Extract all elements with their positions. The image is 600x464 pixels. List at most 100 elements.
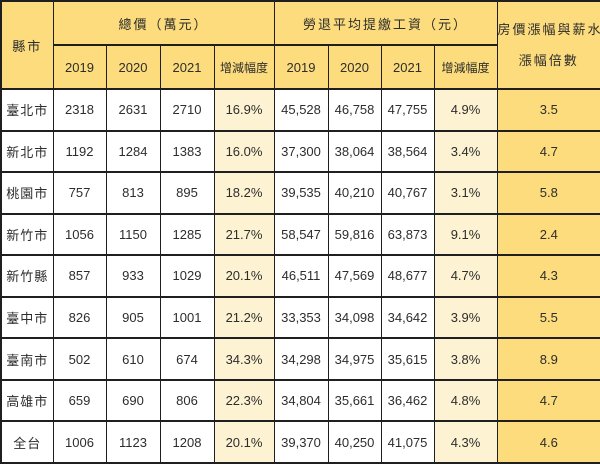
wage-2020-cell: 35,661 — [327, 378, 382, 423]
price-2021-cell: 1029 — [159, 254, 215, 298]
county-cell: 新北市 — [0, 129, 54, 174]
wage-2021-cell: 48,677 — [380, 254, 435, 298]
price-2021-cell: 1001 — [159, 295, 215, 340]
header-year-row: 2019 2020 2021 增減幅度 2019 2020 2021 增減幅度 — [1, 44, 600, 90]
table-row: 臺中市 826 905 1001 21.2% 33,353 34,098 34,… — [0, 295, 600, 340]
wage-change-cell: 3.8% — [433, 337, 498, 381]
wage-2020-cell: 40,210 — [327, 171, 382, 215]
price-2019-cell: 757 — [52, 171, 107, 215]
wage-2021-cell: 47,755 — [380, 88, 435, 132]
price-2021-cell: 1383 — [159, 129, 215, 174]
wage-change-cell: 3.1% — [433, 171, 498, 215]
price-2021-cell: 1208 — [159, 420, 215, 464]
wage-2020-cell: 34,975 — [327, 337, 382, 381]
multiple-group-header: 房價漲幅與薪水 漲幅倍數 — [496, 0, 600, 90]
price-2020-cell: 933 — [105, 254, 161, 298]
price-change-cell: 21.2% — [213, 295, 275, 340]
price-2021-cell: 674 — [159, 337, 215, 381]
wage-year-2019-header: 2019 — [273, 44, 329, 90]
wage-2021-cell: 40,767 — [380, 171, 435, 215]
price-2020-cell: 1284 — [105, 129, 161, 174]
price-change-cell: 16.9% — [213, 88, 275, 132]
wage-2019-cell: 46,511 — [273, 254, 329, 298]
table-row: 新竹縣 857 933 1029 20.1% 46,511 47,569 48,… — [0, 254, 600, 298]
county-cell: 桃園市 — [0, 171, 54, 215]
wage-year-2020-header: 2020 — [327, 44, 382, 90]
wage-2020-cell: 59,816 — [327, 212, 382, 257]
multiple-cell: 5.5 — [496, 295, 600, 340]
county-cell: 臺中市 — [0, 295, 54, 340]
price-change-cell: 34.3% — [213, 337, 275, 381]
wage-group-header: 勞退平均提繳工資（元） — [273, 0, 498, 46]
wage-2019-cell: 33,353 — [273, 295, 329, 340]
price-2019-cell: 857 — [52, 254, 107, 298]
price-2019-cell: 659 — [52, 378, 107, 423]
table-row: 全台 1006 1123 1208 20.1% 39,370 40,250 41… — [0, 420, 600, 464]
wage-2021-cell: 41,075 — [380, 420, 435, 464]
wage-2019-cell: 45,528 — [273, 88, 329, 132]
wage-2020-cell: 46,758 — [327, 88, 382, 132]
multiple-cell: 4.6 — [496, 420, 600, 464]
wage-2019-cell: 39,535 — [273, 171, 329, 215]
wage-2021-cell: 63,873 — [380, 212, 435, 257]
price-2020-cell: 690 — [105, 378, 161, 423]
wage-change-header: 增減幅度 — [433, 44, 498, 90]
table-row: 臺北市 2318 2631 2710 16.9% 45,528 46,758 4… — [0, 88, 600, 132]
county-cell: 臺南市 — [0, 337, 54, 381]
wage-2019-cell: 34,804 — [273, 378, 329, 423]
wage-2020-cell: 38,064 — [327, 129, 382, 174]
price-2019-cell: 826 — [52, 295, 107, 340]
county-cell: 全台 — [0, 420, 54, 464]
price-year-2020-header: 2020 — [105, 44, 161, 90]
table-row: 新北市 1192 1284 1383 16.0% 37,300 38,064 3… — [0, 129, 600, 174]
price-2021-cell: 1285 — [159, 212, 215, 257]
wage-change-cell: 4.7% — [433, 254, 498, 298]
multiple-cell: 2.4 — [496, 212, 600, 257]
wage-2020-cell: 40,250 — [327, 420, 382, 464]
multiple-cell: 4.3 — [496, 254, 600, 298]
county-cell: 新竹縣 — [0, 254, 54, 298]
table-body: 臺北市 2318 2631 2710 16.9% 45,528 46,758 4… — [0, 88, 600, 464]
county-cell: 高雄市 — [0, 378, 54, 423]
wage-year-2021-header: 2021 — [380, 44, 435, 90]
multiple-cell: 5.8 — [496, 171, 600, 215]
price-2019-cell: 1006 — [52, 420, 107, 464]
county-cell: 臺北市 — [0, 88, 54, 132]
wage-change-cell: 4.8% — [433, 378, 498, 423]
price-change-cell: 22.3% — [213, 378, 275, 423]
wage-change-cell: 4.3% — [433, 420, 498, 464]
wage-change-cell: 9.1% — [433, 212, 498, 257]
price-2019-cell: 1192 — [52, 129, 107, 174]
table-row: 臺南市 502 610 674 34.3% 34,298 34,975 35,6… — [0, 337, 600, 381]
wage-change-cell: 4.9% — [433, 88, 498, 132]
price-change-cell: 21.7% — [213, 212, 275, 257]
county-column-header: 縣市 — [0, 0, 54, 90]
wage-2021-cell: 35,615 — [380, 337, 435, 381]
wage-change-cell: 3.4% — [433, 129, 498, 174]
price-2020-cell: 2631 — [105, 88, 161, 132]
table-header: 縣市 總價（萬元） 勞退平均提繳工資（元） 房價漲幅與薪水 漲幅倍數 2019 … — [0, 0, 600, 90]
wage-2019-cell: 58,547 — [273, 212, 329, 257]
price-2019-cell: 2318 — [52, 88, 107, 132]
wage-2020-cell: 34,098 — [327, 295, 382, 340]
header-group-row: 縣市 總價（萬元） 勞退平均提繳工資（元） 房價漲幅與薪水 漲幅倍數 — [0, 0, 600, 90]
wage-2019-cell: 34,298 — [273, 337, 329, 381]
price-2020-cell: 610 — [105, 337, 161, 381]
wage-2021-cell: 34,642 — [380, 295, 435, 340]
price-change-cell: 16.0% — [213, 129, 275, 174]
price-change-cell: 20.1% — [213, 254, 275, 298]
price-2020-cell: 813 — [105, 171, 161, 215]
price-change-header: 增減幅度 — [213, 44, 275, 90]
wage-2021-cell: 36,462 — [380, 378, 435, 423]
wage-2021-cell: 38,564 — [380, 129, 435, 174]
price-2020-cell: 905 — [105, 295, 161, 340]
price-change-cell: 20.1% — [213, 420, 275, 464]
multiple-cell: 4.7 — [496, 378, 600, 423]
price-change-cell: 18.2% — [213, 171, 275, 215]
wage-2019-cell: 39,370 — [273, 420, 329, 464]
table-row: 新竹市 1056 1150 1285 21.7% 58,547 59,816 6… — [0, 212, 600, 257]
price-2019-cell: 502 — [52, 337, 107, 381]
price-2020-cell: 1150 — [105, 212, 161, 257]
wage-change-cell: 3.9% — [433, 295, 498, 340]
